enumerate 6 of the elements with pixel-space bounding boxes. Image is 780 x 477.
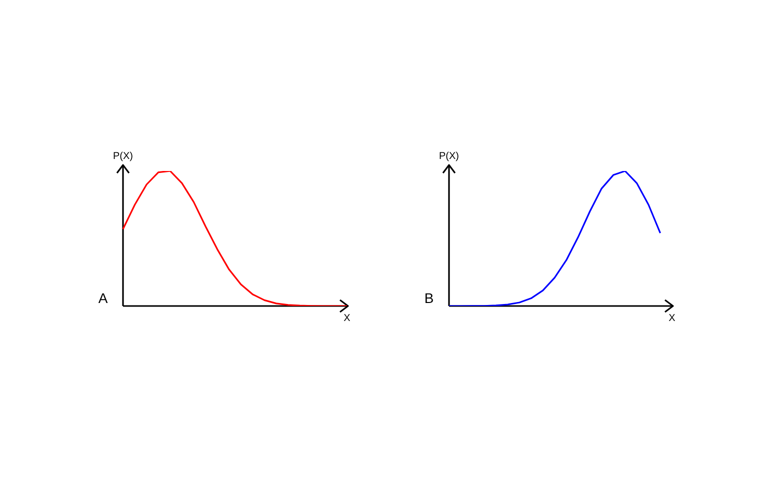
x-axis-title: X — [668, 313, 676, 325]
text: B — [423, 290, 435, 306]
x-axis-title: X — [342, 313, 352, 325]
y-axis-title: P(X) — [112, 151, 134, 163]
y-axis-title: P(X) — [438, 151, 460, 163]
text: A — [97, 290, 109, 306]
